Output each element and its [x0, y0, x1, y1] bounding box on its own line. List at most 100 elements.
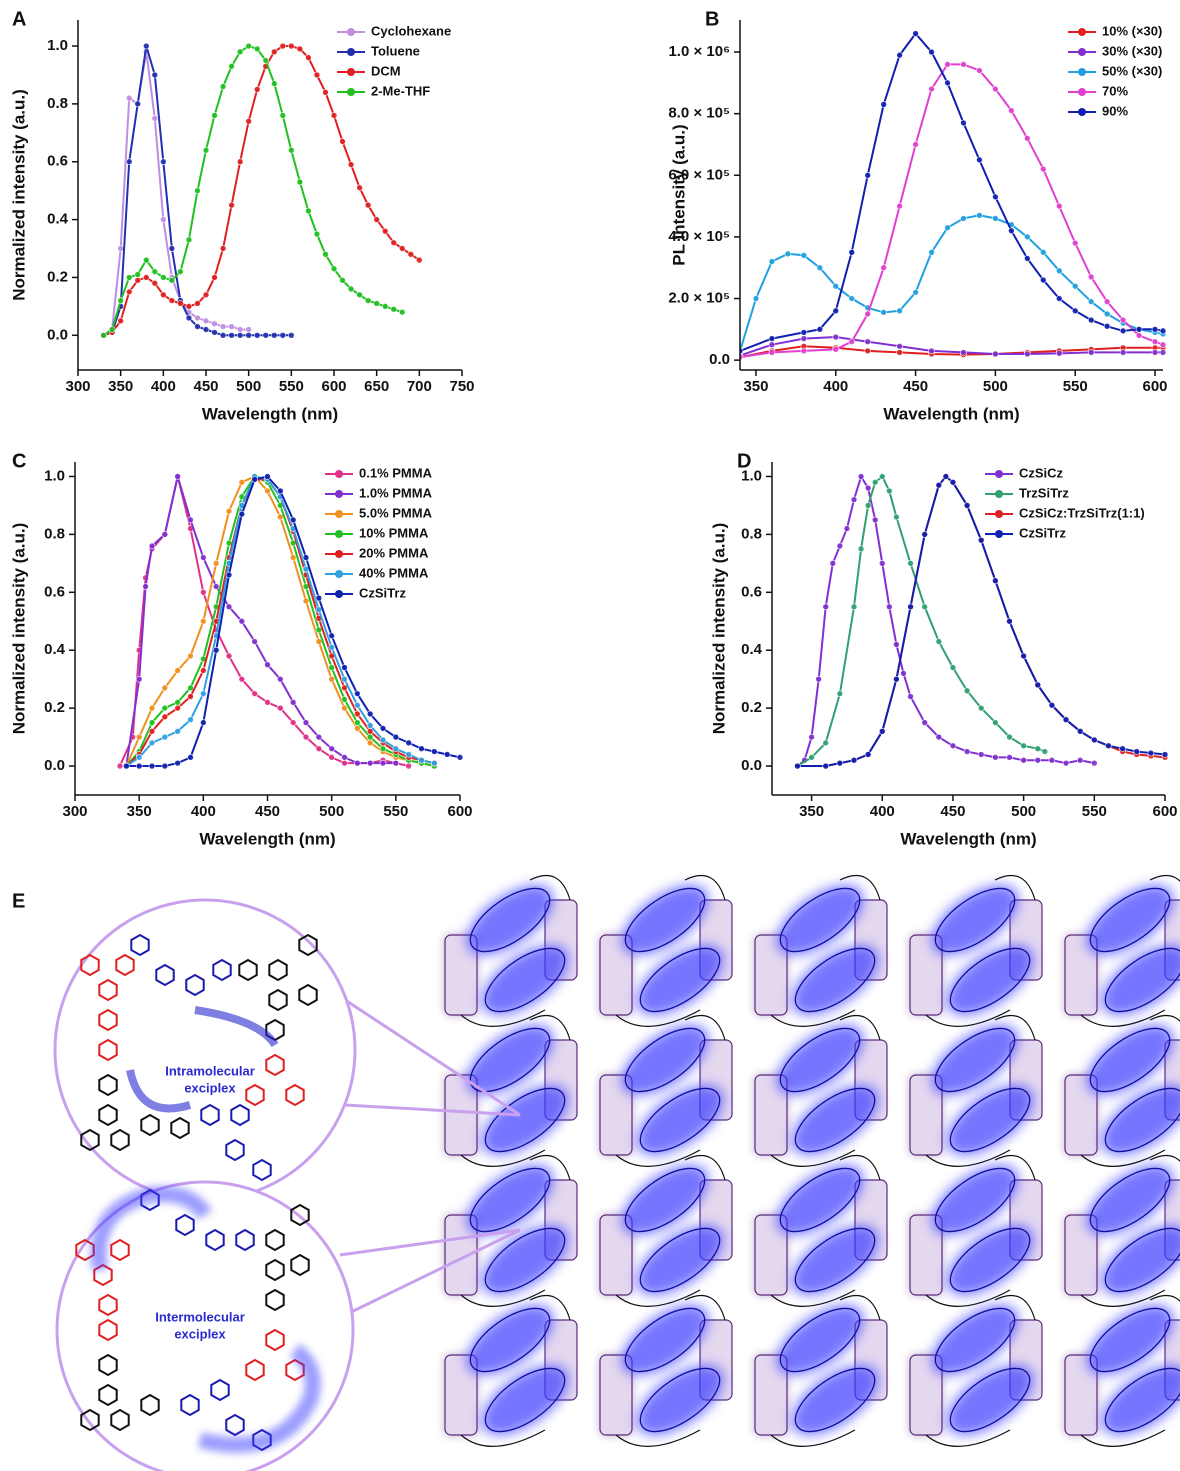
point — [265, 699, 271, 705]
point — [354, 702, 360, 708]
point — [239, 511, 245, 517]
point — [1104, 299, 1110, 305]
point — [431, 760, 437, 766]
point — [354, 691, 360, 697]
point — [769, 259, 775, 265]
point — [342, 685, 348, 691]
point — [823, 763, 829, 769]
point — [881, 309, 887, 315]
point — [1134, 749, 1140, 755]
point — [254, 86, 260, 92]
point — [303, 720, 309, 726]
point — [837, 760, 843, 766]
point — [380, 725, 386, 731]
point — [316, 595, 322, 601]
point — [367, 711, 373, 717]
point — [252, 476, 258, 482]
point — [348, 162, 354, 168]
point — [305, 55, 311, 61]
point — [1152, 349, 1158, 355]
point — [290, 699, 296, 705]
point — [186, 303, 192, 309]
point — [833, 283, 839, 289]
point — [1035, 682, 1041, 688]
point — [872, 517, 878, 523]
point — [1040, 277, 1046, 283]
point — [391, 240, 397, 246]
legend-label: CzSiCz — [1019, 465, 1064, 480]
point — [1035, 757, 1041, 763]
point — [329, 633, 335, 639]
point — [152, 115, 158, 121]
x-tick-label: 650 — [364, 378, 389, 395]
point — [1049, 757, 1055, 763]
point — [945, 80, 951, 86]
series-line — [740, 64, 1163, 357]
point — [194, 188, 200, 194]
y-tick-label: 0.2 — [741, 699, 762, 716]
point — [393, 746, 399, 752]
point — [1056, 203, 1062, 209]
point — [143, 257, 149, 263]
legend-label: 70% — [1102, 83, 1128, 98]
point — [303, 734, 309, 740]
point — [399, 309, 405, 315]
point — [229, 63, 235, 69]
point — [288, 332, 294, 338]
x-axis-label: Wavelength (nm) — [883, 404, 1019, 423]
point — [160, 274, 166, 280]
point — [406, 763, 412, 769]
point — [1056, 350, 1062, 356]
point — [280, 332, 286, 338]
point — [188, 694, 194, 700]
point — [246, 327, 252, 333]
y-tick-label: 8.0 × 10⁵ — [668, 105, 730, 122]
point — [913, 289, 919, 295]
point — [929, 348, 935, 354]
exciplex-label: Intramolecular — [165, 1063, 255, 1078]
point — [149, 728, 155, 734]
point — [246, 118, 252, 124]
point — [801, 329, 807, 335]
point — [1024, 351, 1030, 357]
point — [203, 292, 209, 298]
point — [908, 694, 914, 700]
legend-label: DCM — [371, 63, 401, 78]
point — [162, 763, 168, 769]
x-tick-label: 300 — [65, 378, 90, 395]
point — [365, 202, 371, 208]
point — [277, 676, 283, 682]
point — [367, 740, 373, 746]
point — [865, 339, 871, 345]
legend-marker — [1078, 88, 1086, 96]
point — [1088, 349, 1094, 355]
point — [1120, 746, 1126, 752]
point — [212, 274, 218, 280]
x-tick-label: 400 — [151, 378, 176, 395]
point — [844, 526, 850, 532]
x-tick-label: 700 — [407, 378, 432, 395]
point — [342, 665, 348, 671]
legend-marker — [1078, 28, 1086, 36]
series-line — [126, 479, 434, 766]
point — [316, 607, 322, 613]
point — [945, 225, 951, 231]
point — [322, 251, 328, 257]
point — [316, 639, 322, 645]
figure: EIntramolecularexciplexIntermolecularexc… — [0, 0, 1180, 1471]
y-axis-label: Normalized intensity (a.u.) — [9, 523, 28, 735]
point — [354, 711, 360, 717]
point — [960, 349, 966, 355]
point — [226, 508, 232, 514]
point — [175, 728, 181, 734]
point — [922, 604, 928, 610]
point — [246, 332, 252, 338]
legend-marker — [347, 48, 355, 56]
point — [277, 705, 283, 711]
point — [203, 327, 209, 333]
point — [865, 502, 871, 508]
point — [342, 754, 348, 760]
legend-marker — [335, 590, 343, 598]
point — [929, 49, 935, 55]
point — [101, 332, 107, 338]
